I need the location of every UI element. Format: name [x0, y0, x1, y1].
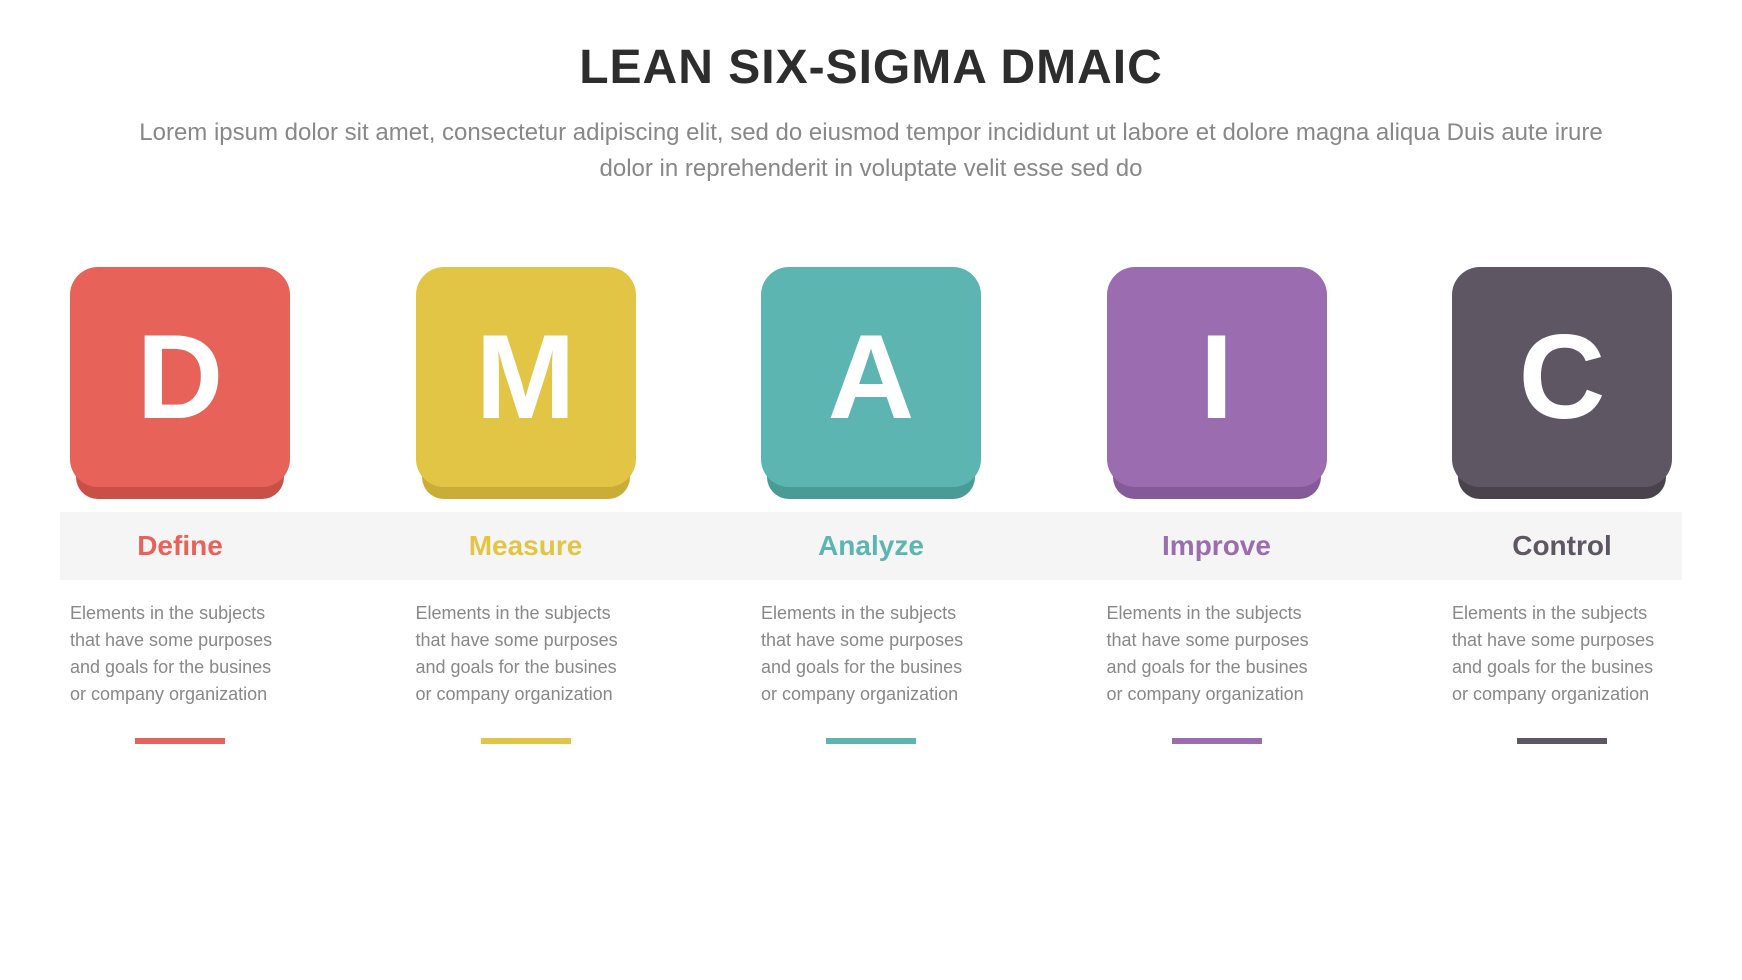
label-cell: Control [1452, 530, 1672, 562]
card-improve: I [1107, 267, 1327, 487]
card-shadow [76, 469, 284, 499]
label-control: Control [1512, 530, 1612, 561]
card-control: C [1452, 267, 1672, 487]
descriptions-row: Elements in the subjects that have some … [60, 580, 1682, 708]
desc-improve: Elements in the subjects that have some … [1107, 600, 1327, 708]
desc-cell: Elements in the subjects that have some … [1107, 600, 1327, 708]
label-analyze: Analyze [818, 530, 924, 561]
underline-cell [70, 738, 290, 744]
desc-cell: Elements in the subjects that have some … [761, 600, 981, 708]
label-define: Define [137, 530, 223, 561]
page-title: LEAN SIX-SIGMA DMAIC [60, 40, 1682, 95]
desc-cell: Elements in the subjects that have some … [416, 600, 636, 708]
desc-analyze: Elements in the subjects that have some … [761, 600, 981, 708]
underline-control [1517, 738, 1607, 744]
card-shadow [767, 469, 975, 499]
card-define: D [70, 267, 290, 487]
card-shadow [422, 469, 630, 499]
label-measure: Measure [469, 530, 583, 561]
underline-measure [481, 738, 571, 744]
card-letter-i: I [1200, 308, 1233, 446]
card-letter-c: C [1519, 308, 1606, 446]
card-shadow [1458, 469, 1666, 499]
desc-control: Elements in the subjects that have some … [1452, 600, 1672, 708]
desc-cell: Elements in the subjects that have some … [70, 600, 290, 708]
cards-row: D M A I C [60, 267, 1682, 487]
label-cell: Measure [416, 530, 636, 562]
label-cell: Analyze [761, 530, 981, 562]
card-measure: M [416, 267, 636, 487]
labels-band: Define Measure Analyze Improve Control [60, 512, 1682, 580]
card-shadow [1113, 469, 1321, 499]
card-letter-d: D [137, 308, 224, 446]
desc-measure: Elements in the subjects that have some … [416, 600, 636, 708]
underline-cell [761, 738, 981, 744]
underline-define [135, 738, 225, 744]
underline-cell [416, 738, 636, 744]
label-cell: Improve [1107, 530, 1327, 562]
page-subtitle: Lorem ipsum dolor sit amet, consectetur … [121, 115, 1621, 187]
header-section: LEAN SIX-SIGMA DMAIC Lorem ipsum dolor s… [60, 40, 1682, 187]
underline-cell [1452, 738, 1672, 744]
underline-analyze [826, 738, 916, 744]
card-letter-m: M [476, 308, 576, 446]
card-analyze: A [761, 267, 981, 487]
card-letter-a: A [828, 308, 915, 446]
desc-cell: Elements in the subjects that have some … [1452, 600, 1672, 708]
desc-define: Elements in the subjects that have some … [70, 600, 290, 708]
label-cell: Define [70, 530, 290, 562]
underlines-row [60, 708, 1682, 744]
label-improve: Improve [1162, 530, 1271, 561]
underline-improve [1172, 738, 1262, 744]
underline-cell [1107, 738, 1327, 744]
